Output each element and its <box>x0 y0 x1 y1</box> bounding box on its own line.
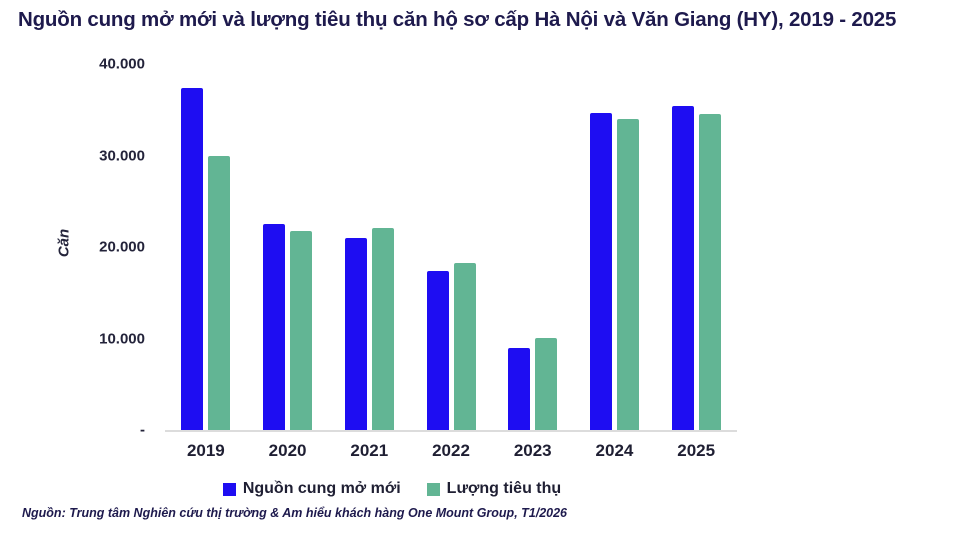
bar-group <box>492 64 574 430</box>
y-tick-label: 10.000 <box>99 330 145 347</box>
bar-luong-tieu-thu <box>698 114 721 430</box>
legend: Nguồn cung mở mới Lượng tiêu thụ <box>0 480 784 498</box>
y-axis-ticks: 40.000 30.000 20.000 10.000 - <box>40 56 145 439</box>
bar-luong-tieu-thu <box>453 263 476 430</box>
source-note: Nguồn: Trung tâm Nghiên cứu thị trường &… <box>22 506 568 520</box>
bar-nguon-cung-mo-moi <box>589 113 612 430</box>
x-axis-label: 2021 <box>350 441 389 460</box>
bar-luong-tieu-thu <box>616 118 639 430</box>
x-axis-label: 2025 <box>677 441 716 460</box>
bar-nguon-cung-mo-moi <box>426 270 449 430</box>
x-axis-label: 2020 <box>268 441 307 460</box>
legend-item: Lượng tiêu thụ <box>426 480 562 498</box>
legend-swatch-luong-tieu-thu <box>426 482 440 496</box>
bar-luong-tieu-thu <box>371 227 394 430</box>
x-axis-label: 2022 <box>432 441 470 460</box>
bar-nguon-cung-mo-moi <box>508 347 531 430</box>
bar-group <box>328 64 410 430</box>
y-tick-label: - <box>140 421 145 439</box>
bar-nguon-cung-mo-moi <box>263 224 286 430</box>
bar-luong-tieu-thu <box>208 155 231 430</box>
x-axis-labels: 2019 2020 2021 2022 2023 2024 2025 <box>165 441 737 461</box>
chart-title: Nguồn cung mở mới và lượng tiêu thụ căn … <box>18 8 897 31</box>
y-tick-label: 20.000 <box>99 238 145 256</box>
bar-luong-tieu-thu <box>290 230 313 430</box>
legend-label: Lượng tiêu thụ <box>446 480 562 497</box>
bar-group <box>247 64 329 430</box>
legend-label: Nguồn cung mở mới <box>242 480 401 497</box>
y-tick-label: 40.000 <box>99 55 145 73</box>
plot-area <box>165 64 737 432</box>
bar-group <box>165 64 247 430</box>
bar-nguon-cung-mo-moi <box>344 237 367 430</box>
bar-nguon-cung-mo-moi <box>181 87 204 430</box>
y-tick-label: 30.000 <box>99 147 145 164</box>
bar-luong-tieu-thu <box>535 337 558 430</box>
legend-item: Nguồn cung mở mới <box>222 480 401 498</box>
x-axis-label: 2023 <box>513 441 552 460</box>
x-axis-label: 2024 <box>595 441 634 460</box>
legend-swatch-nguon-cung-mo-moi <box>222 482 236 496</box>
bar-groups <box>165 64 737 430</box>
x-axis-label: 2019 <box>186 441 225 460</box>
bar-group <box>574 64 656 430</box>
bar-group <box>655 64 737 430</box>
bar-nguon-cung-mo-moi <box>671 106 694 430</box>
bar-group <box>410 64 492 430</box>
